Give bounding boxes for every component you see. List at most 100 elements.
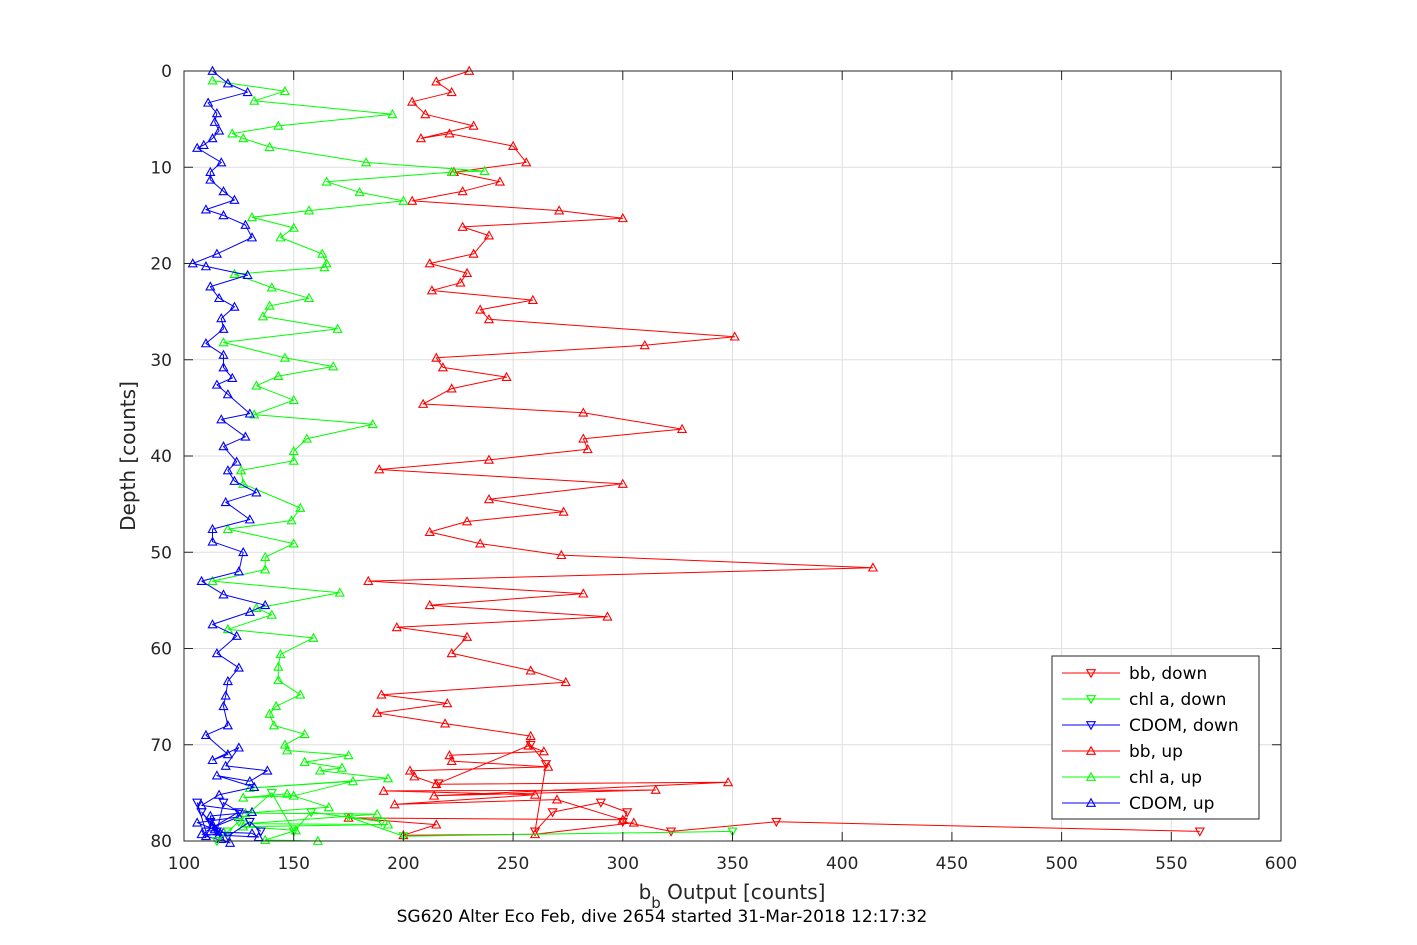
data-point-marker [343, 750, 354, 760]
data-point-marker [376, 817, 387, 828]
data-point-marker [538, 746, 549, 756]
data-point-marker [433, 779, 444, 789]
data-point-marker [617, 478, 628, 488]
data-point-marker [238, 821, 249, 831]
data-point-marker [229, 194, 240, 204]
data-point-marker [321, 176, 332, 186]
x-tick-label: 150 [277, 854, 309, 874]
series-chl-a-up [207, 75, 490, 845]
data-point-marker [650, 784, 661, 794]
data-point-marker [240, 219, 251, 229]
data-point-marker [554, 205, 565, 215]
chart-title: SG620 Alter Eco Feb, dive 2654 started 3… [397, 907, 928, 927]
data-point-marker [336, 762, 348, 772]
data-point-marker [222, 749, 234, 759]
data-point-marker [444, 128, 455, 138]
data-point-marker [556, 549, 567, 560]
data-point-marker [222, 720, 234, 730]
x-tick-label: 200 [387, 854, 419, 874]
x-tick-label: 450 [936, 854, 968, 874]
legend-label: bb, up [1129, 742, 1183, 762]
data-point-marker [501, 371, 512, 381]
data-point-marker [354, 186, 365, 197]
data-point-marker [227, 128, 238, 138]
y-tick-label: 10 [150, 158, 172, 178]
data-point-marker [676, 423, 688, 433]
data-point-marker [420, 108, 431, 119]
legend-marker-swatch [1085, 745, 1097, 755]
data-point-marker [233, 742, 244, 752]
data-point-marker [299, 756, 310, 766]
data-point-marker [207, 523, 218, 534]
data-point-marker [207, 75, 218, 85]
data-point-marker [475, 538, 486, 548]
x-tick-label: 300 [607, 854, 639, 874]
data-point-marker [207, 754, 218, 765]
data-point-marker [275, 648, 286, 659]
legend-box [1051, 655, 1260, 820]
data-point-marker [224, 837, 236, 847]
legend-marker-swatch [1085, 771, 1097, 781]
data-point-marker [242, 269, 253, 279]
data-point-marker [602, 611, 613, 621]
x-tick-label: 250 [497, 854, 529, 874]
data-point-marker [246, 211, 258, 222]
x-tick-label: 550 [1155, 854, 1187, 874]
data-point-marker [238, 478, 249, 488]
data-point-marker [437, 362, 449, 372]
data-point-marker [264, 141, 275, 151]
data-point-marker [376, 689, 387, 699]
x-axis-label-rest: Output [counts] [661, 880, 826, 904]
data-point-marker [617, 212, 628, 223]
y-tick-label: 40 [150, 447, 172, 467]
legend-item-chl-a-down: chl a, down [1062, 690, 1226, 710]
data-point-marker [560, 676, 571, 687]
data-point-marker [196, 808, 207, 818]
data-point-marker [218, 337, 229, 347]
data-point-marker [257, 311, 269, 321]
data-point-marker [295, 502, 306, 512]
data-point-marker [275, 232, 286, 242]
data-point-marker [404, 765, 416, 775]
data-point-marker [207, 536, 218, 546]
data-point-marker [238, 133, 249, 143]
data-point-marker [428, 790, 440, 800]
data-point-marker [260, 564, 271, 574]
data-point-marker [529, 827, 541, 837]
data-point-marker [233, 817, 244, 828]
y-axis-label: Depth [counts] [116, 381, 140, 531]
data-point-marker [281, 788, 293, 798]
data-point-marker [216, 157, 227, 167]
data-point-marker [363, 575, 374, 586]
data-point-marker [439, 718, 451, 728]
data-point-marker [220, 760, 231, 770]
y-tick-label: 20 [150, 255, 172, 275]
data-point-marker [288, 790, 299, 800]
data-point-marker [543, 761, 554, 771]
data-point-marker [290, 825, 302, 835]
data-point-marker [457, 221, 468, 231]
data-point-marker [266, 788, 277, 799]
data-point-marker [205, 810, 216, 820]
data-point-marker [407, 195, 418, 205]
data-point-marker [249, 781, 260, 792]
data-point-marker [371, 808, 383, 818]
data-point-marker [207, 133, 218, 143]
data-point-marker [424, 599, 435, 610]
data-point-marker [319, 262, 330, 272]
data-point-marker [200, 338, 212, 348]
data-point-marker [529, 789, 541, 799]
legend-label: chl a, down [1129, 690, 1226, 710]
data-point-marker [457, 185, 468, 196]
legend-item-cdom-up: CDOM, up [1062, 794, 1214, 814]
data-point-marker [209, 116, 220, 126]
series-line [216, 792, 733, 842]
data-point-marker [409, 771, 420, 781]
data-point-marker [483, 493, 495, 504]
data-point-marker [387, 108, 398, 119]
data-point-marker [222, 389, 234, 399]
data-point-marker [1194, 827, 1205, 837]
data-point-marker [617, 814, 628, 824]
data-point-marker [260, 551, 271, 561]
x-tick-label: 400 [826, 854, 858, 874]
